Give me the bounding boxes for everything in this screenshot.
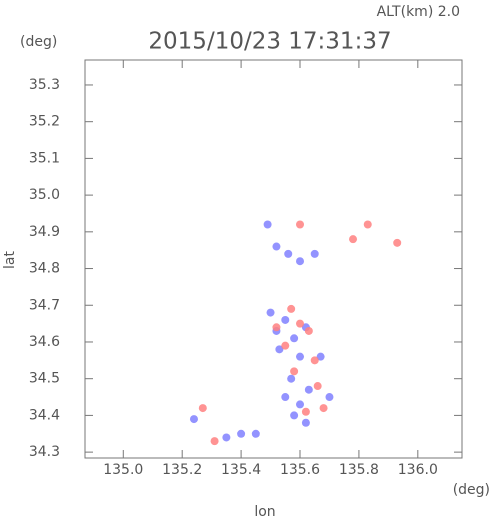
- echo-point: [237, 429, 246, 438]
- echo-point: [296, 319, 305, 328]
- altitude-label: ALT(km) 2.0: [377, 4, 460, 20]
- echo-point: [304, 326, 313, 335]
- echo-point: [310, 249, 319, 258]
- echo-point: [316, 352, 325, 361]
- x-tick-label: 135.2: [162, 462, 202, 478]
- echo-point: [290, 367, 299, 376]
- y-axis-label: lat: [2, 251, 18, 269]
- y-tick-label: 34.9: [29, 224, 60, 240]
- echo-point: [287, 304, 296, 313]
- echo-point: [272, 242, 281, 251]
- echo-point: [272, 323, 281, 332]
- y-tick-label: 35.1: [29, 150, 60, 166]
- y-unit: (deg): [20, 34, 57, 50]
- x-tick-label: 135.0: [103, 462, 143, 478]
- echo-point: [296, 400, 305, 409]
- y-tick-label: 34.8: [29, 261, 60, 277]
- echo-point: [301, 418, 310, 427]
- echo-point: [349, 235, 358, 244]
- x-tick-label: 135.4: [221, 462, 261, 478]
- y-tick-label: 35.0: [29, 187, 60, 203]
- echo-point: [325, 393, 334, 402]
- x-tick-label: 135.8: [339, 462, 379, 478]
- x-tick-label: 135.6: [280, 462, 320, 478]
- echo-point: [304, 385, 313, 394]
- y-tick-label: 34.3: [29, 444, 60, 460]
- echo-point: [290, 334, 299, 343]
- y-tick-label: 34.5: [29, 371, 60, 387]
- echo-point: [189, 415, 198, 424]
- echo-point: [222, 433, 231, 442]
- echo-point: [281, 315, 290, 324]
- echo-point: [301, 407, 310, 416]
- x-tick-label: 136.0: [398, 462, 438, 478]
- echo-point: [281, 341, 290, 350]
- y-tick-label: 34.7: [29, 297, 60, 313]
- x-unit: (deg): [453, 482, 490, 498]
- y-tick-label: 35.3: [29, 77, 60, 93]
- echo-point: [281, 393, 290, 402]
- echo-point: [296, 352, 305, 361]
- echo-point: [287, 374, 296, 383]
- echo-point: [296, 220, 305, 229]
- y-tick-label: 34.6: [29, 334, 60, 350]
- echo-point: [210, 437, 219, 446]
- echo-point: [284, 249, 293, 258]
- echo-point: [251, 429, 260, 438]
- echo-point: [310, 356, 319, 365]
- echo-point: [275, 345, 284, 354]
- echo-point: [313, 382, 322, 391]
- y-tick-label: 34.4: [29, 407, 60, 423]
- chart-title: 2015/10/23 17:31:37: [148, 29, 391, 55]
- echo-point: [198, 404, 207, 413]
- echo-point: [290, 411, 299, 420]
- echo-point: [363, 220, 372, 229]
- echo-point: [319, 404, 328, 413]
- echo-point: [296, 257, 305, 266]
- x-axis-label: lon: [254, 504, 275, 520]
- echo-point: [266, 308, 275, 317]
- echo-point: [263, 220, 272, 229]
- plot-frame: [84, 59, 463, 459]
- y-tick-label: 35.2: [29, 114, 60, 130]
- echo-point: [393, 238, 402, 247]
